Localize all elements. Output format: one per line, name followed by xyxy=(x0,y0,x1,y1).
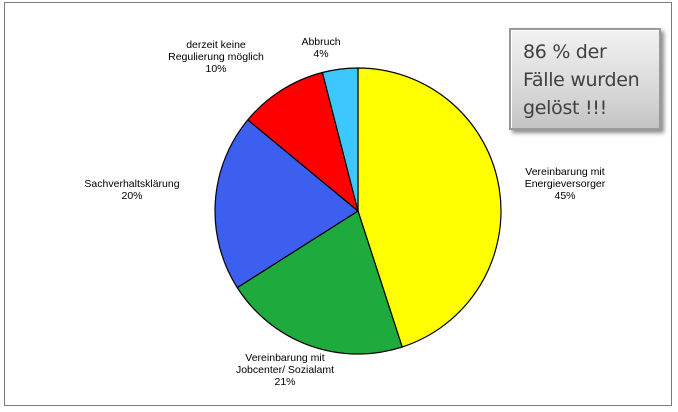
slice-label-2: Vereinbarung mit Jobcenter/ Sozialamt 21% xyxy=(236,352,334,388)
slice-label-3: Sachverhaltsklärung 20% xyxy=(84,178,179,202)
pie-slice-2 xyxy=(236,210,403,355)
result-callout-box: 86 % der Fälle wurden gelöst !!! xyxy=(509,28,661,130)
pie-slice-5 xyxy=(321,67,359,212)
pie-labels: Vereinbarung mit Energieversorger 45% Verei… xyxy=(84,36,605,388)
callout-text: 86 % der Fälle wurden gelöst !!! xyxy=(523,41,640,119)
pie-slice-4 xyxy=(247,71,359,212)
pie-slice-3 xyxy=(214,119,359,289)
slice-label-4: derzeit keine Regulierung möglich 10% xyxy=(168,39,264,75)
slice-label-1: Vereinbarung mit Energieversorger 45% xyxy=(525,166,606,202)
slice-label-5: Abbruch 4% xyxy=(301,36,340,60)
pie-slices xyxy=(214,67,502,355)
pie-slice-1 xyxy=(357,67,502,348)
